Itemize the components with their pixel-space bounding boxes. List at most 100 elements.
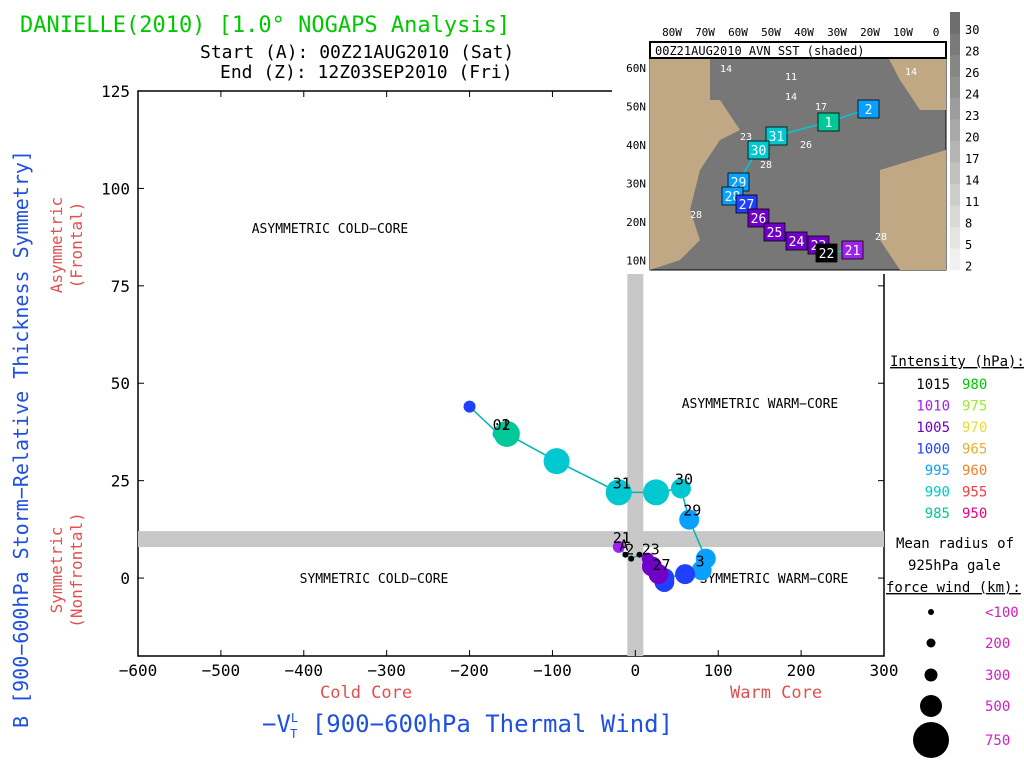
- track-point-label: A: [619, 537, 628, 555]
- inset-lon-label: 20W: [860, 26, 880, 39]
- inset-lat-label: 20N: [626, 216, 646, 229]
- x-cold-label: Cold Core: [320, 683, 412, 703]
- x-tick-label: 100: [704, 661, 733, 680]
- x-tick-label: −300: [367, 661, 406, 680]
- radius-label: 300: [985, 668, 1010, 684]
- track-point: [691, 560, 712, 581]
- radius-marker: [913, 722, 949, 758]
- track-point-label: 23: [642, 541, 660, 559]
- inset-track-label: 30: [751, 144, 767, 159]
- colorbar-swatch: [950, 141, 960, 163]
- track-point-label: 2: [625, 541, 634, 559]
- inset-land-america: [650, 100, 740, 270]
- colorbar-swatch: [950, 248, 960, 270]
- colorbar-swatch: [950, 55, 960, 77]
- inset-lon-label: 40W: [794, 26, 814, 39]
- colorbar-swatch: [950, 162, 960, 184]
- inset-track-box: [763, 222, 786, 242]
- x-tick-label: 0: [631, 661, 641, 680]
- colorbar-swatch: [950, 119, 960, 141]
- inset-lat-label: 10N: [626, 255, 646, 268]
- quadrant-asym-cold: ASYMMETRIC COLD−CORE: [252, 222, 409, 237]
- radius-label: 500: [985, 699, 1010, 715]
- y-tick-label: 100: [101, 179, 130, 198]
- radius-label: <100: [985, 605, 1019, 621]
- radius-title-3: force wind (km):: [886, 580, 1021, 596]
- inset-lon-label: 80W: [662, 26, 682, 39]
- track-point: [675, 564, 696, 585]
- y-tick-label: 25: [111, 472, 130, 491]
- threshold-horizontal-bar: [138, 531, 884, 548]
- inset-track-box: [785, 231, 808, 251]
- colorbar-label: 23: [965, 109, 979, 123]
- chart-title: DANIELLE(2010) [1.0° NOGAPS Analysis]: [20, 13, 510, 38]
- track-point: [612, 540, 625, 553]
- y-tick-label: 125: [101, 82, 130, 101]
- colorbar-label: 26: [965, 66, 979, 80]
- inset-sst-contour-label: 28: [875, 232, 887, 243]
- colorbar-swatch: [950, 12, 960, 34]
- inset-title-box: [649, 41, 947, 59]
- colorbar-swatch: [950, 98, 960, 120]
- track-point-label: 21: [613, 529, 631, 547]
- legend-pressure: 1000: [916, 442, 950, 458]
- legend-pressure: 965: [962, 442, 987, 458]
- inset-track-label: 31: [769, 130, 785, 145]
- legend-pressure: 985: [925, 506, 950, 522]
- y-tick-label: 50: [111, 374, 130, 393]
- track-point-label: 3: [696, 552, 705, 570]
- track-point: [622, 551, 629, 558]
- legend-pressure: 970: [962, 420, 987, 436]
- x-tick-label: 200: [787, 661, 816, 680]
- inset-lon-label: 30W: [827, 26, 847, 39]
- radius-label: 750: [985, 733, 1010, 749]
- inset-sst-contour-label: 14: [905, 67, 917, 78]
- inset-sst-contour-label: 17: [815, 102, 827, 113]
- track-point-label: 02: [493, 416, 511, 434]
- inset-track-label: 24: [789, 235, 805, 250]
- x-tick-label: −100: [533, 661, 572, 680]
- inset-track-box: [747, 208, 770, 228]
- colorbar-label: 17: [965, 152, 979, 166]
- inset-track-box: [815, 243, 838, 263]
- inset-lat-label: 50N: [626, 101, 646, 114]
- legend-pressure: 1015: [916, 377, 950, 393]
- radius-marker: [926, 638, 936, 648]
- x-axis-ticks: −600 −500 −400 −300 −200 −100 0 100 200 300: [119, 91, 898, 680]
- track-point: [543, 448, 570, 475]
- colorbar-swatch: [950, 227, 960, 249]
- y-sym-label: Symmetric: [47, 527, 66, 614]
- x-tick-label: −400: [285, 661, 324, 680]
- x-tick-label: −200: [450, 661, 489, 680]
- track-point: [643, 479, 670, 506]
- inset-sst-contour-label: 28: [760, 160, 772, 171]
- legend-pressure: 1010: [916, 399, 950, 415]
- colorbar-label: 8: [965, 217, 972, 231]
- colorbar-swatch: [950, 205, 960, 227]
- legend-pressure: 995: [925, 463, 950, 479]
- start-time: Start (A): 00Z21AUG2010 (Sat): [200, 42, 514, 63]
- y-asym-sub-label: (Frontal): [67, 202, 86, 289]
- y-tick-label: 0: [120, 569, 130, 588]
- quadrant-sym-cold: SYMMETRIC COLD−CORE: [300, 572, 449, 587]
- colorbar-label: 24: [965, 88, 979, 102]
- inset-sst-contour-label: 23: [740, 132, 752, 143]
- inset-track-label: 2: [865, 103, 873, 118]
- track-point: [641, 552, 654, 565]
- legend-title: Intensity (hPa):: [890, 354, 1024, 370]
- inset-track-label: 26: [751, 212, 767, 227]
- colorbar-label: 11: [965, 195, 979, 209]
- legend-pressure: 950: [962, 506, 987, 522]
- inset-map: 80W 70W 60W 50W 40W 30W 20W 10W 0 00Z21AUG2010 A…: [612, 12, 1024, 274]
- inset-track-label: 1: [825, 116, 833, 131]
- track-point-label: 1: [501, 416, 510, 434]
- track-point: [636, 551, 643, 558]
- track-point-label: 29: [683, 502, 701, 520]
- x-tick-label: −500: [202, 661, 241, 680]
- quadrant-sym-warm: SYMMETRIC WARM−CORE: [700, 572, 849, 587]
- y-asym-label: Asymmetric: [47, 197, 66, 293]
- track-point: [605, 479, 632, 506]
